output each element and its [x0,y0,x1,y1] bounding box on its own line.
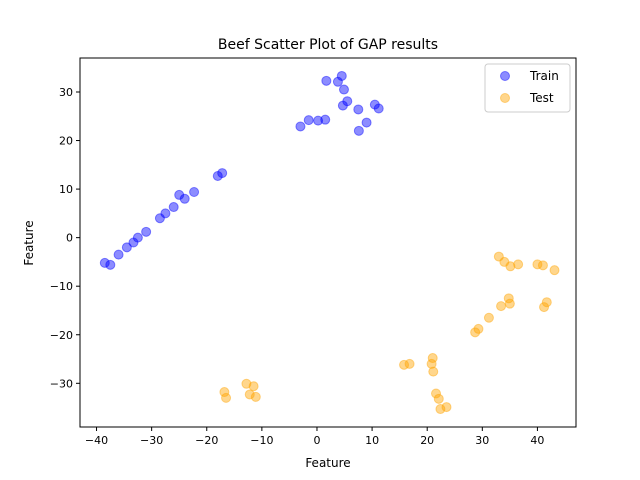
data-point-test [441,402,452,413]
data-point-train [168,202,179,213]
y-tick-label: −20 [50,329,73,342]
data-point-test [219,387,230,398]
data-point-test [428,366,439,377]
chart-title: Beef Scatter Plot of GAP results [218,37,438,53]
legend-marker-test [500,93,510,103]
y-tick-label: −10 [50,280,73,293]
legend-label-train: Train [529,69,559,83]
data-point-train [121,242,132,253]
data-point-train [353,104,364,115]
data-point-train [174,189,185,200]
data-point-train [337,100,348,111]
data-point-test [549,265,560,276]
data-point-test [427,353,438,364]
data-point-train [342,96,353,107]
data-point-test [404,358,415,369]
data-point-test [541,297,552,308]
data-point-train [179,193,190,204]
data-point-test [499,256,510,267]
data-point-test [496,301,507,312]
data-point-train [332,76,343,87]
y-tick-label: −30 [50,377,73,390]
data-point-train [313,115,324,126]
data-point-test [433,393,444,404]
x-tick-label: −20 [195,434,218,447]
data-point-train [303,115,314,126]
data-point-test [532,259,543,270]
y-tick-label: 20 [59,135,73,148]
y-axis-ticks: −30 −20 −10 0 10 20 30 [50,86,80,390]
data-point-train [105,259,116,270]
x-tick-label: 0 [313,434,320,447]
data-point-train [369,99,380,110]
data-point-test [241,378,252,389]
data-point-train [217,168,228,179]
data-point-train [361,117,372,128]
data-point-train [212,170,223,181]
data-point-train [160,208,171,219]
x-tick-label: 40 [530,434,544,447]
legend-label-test: Test [529,91,554,105]
y-tick-label: 0 [66,232,73,245]
data-point-test [505,261,516,272]
data-point-test [426,358,437,369]
data-point-test [483,312,494,323]
data-point-test [537,260,548,271]
data-point-train [373,103,384,114]
x-tick-label: 30 [475,434,489,447]
data-point-test [399,359,410,370]
data-point-test [473,323,484,334]
data-point-train [336,70,347,81]
data-point-test [470,327,481,338]
data-point-test [248,381,259,392]
data-point-train [113,249,124,260]
data-point-test [539,302,550,313]
data-point-train [353,125,364,136]
data-point-train [154,213,165,224]
data-point-test [221,392,232,403]
data-point-train [128,237,139,248]
data-points [99,70,560,415]
data-point-test [435,404,446,415]
x-axis-ticks: −40 −30 −20 −10 0 10 20 30 40 [85,427,544,447]
data-point-test [431,388,442,399]
data-point-train [132,232,143,243]
data-point-train [141,226,152,237]
data-point-train [295,121,306,132]
data-point-train [189,187,200,198]
plot-frame [79,57,577,428]
y-tick-label: 10 [59,183,73,196]
y-axis-label: Feature [22,220,36,265]
data-point-train [321,75,332,86]
data-point-test [493,251,504,262]
data-point-test [513,259,524,270]
data-point-test [503,293,514,304]
data-point-train [338,84,349,95]
data-point-train [99,257,110,268]
x-tick-label: −10 [250,434,273,447]
x-tick-label: −40 [85,434,108,447]
y-tick-label: 30 [59,86,73,99]
legend-frame [484,63,571,113]
legend-marker-train [500,71,510,81]
data-point-test [504,298,515,309]
x-tick-label: 20 [420,434,434,447]
data-point-test [244,389,255,400]
data-point-test [250,391,261,402]
plot-area: −40 −30 −20 −10 0 10 20 30 40 −30 −20 −10 0 10 20 30 [50,57,577,447]
legend: Train Test [484,63,571,113]
x-axis-label: Feature [305,456,350,470]
x-tick-label: 10 [365,434,379,447]
x-tick-label: −30 [140,434,163,447]
data-point-train [320,114,331,125]
